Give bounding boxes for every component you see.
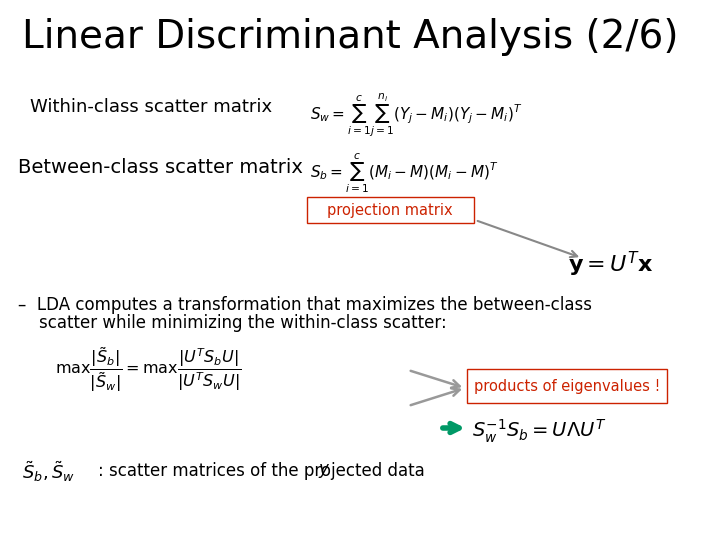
FancyBboxPatch shape (467, 369, 667, 403)
Text: $S_w = \sum_{i=1}^{c}\sum_{j=1}^{n_i}(Y_j - M_i)(Y_j - M_i)^T$: $S_w = \sum_{i=1}^{c}\sum_{j=1}^{n_i}(Y_… (310, 92, 523, 139)
Text: –  LDA computes a transformation that maximizes the between-class: – LDA computes a transformation that max… (18, 296, 592, 314)
Text: projection matrix: projection matrix (327, 202, 453, 218)
FancyBboxPatch shape (307, 197, 474, 223)
Text: $S_b = \sum_{i=1}^{c}(M_i - M)(M_i - M)^T$: $S_b = \sum_{i=1}^{c}(M_i - M)(M_i - M)^… (310, 152, 498, 195)
Text: $S_w^{-1}S_b = U\Lambda U^T$: $S_w^{-1}S_b = U\Lambda U^T$ (472, 418, 606, 446)
Text: Within-class scatter matrix: Within-class scatter matrix (30, 98, 272, 116)
Text: $\max\dfrac{|\tilde{S}_b|}{|\tilde{S}_w|} = \max\dfrac{|U^T S_b U|}{|U^T S_w U|}: $\max\dfrac{|\tilde{S}_b|}{|\tilde{S}_w|… (55, 345, 241, 394)
Text: $y$: $y$ (318, 462, 330, 480)
Text: Linear Discriminant Analysis (2/6): Linear Discriminant Analysis (2/6) (22, 18, 678, 56)
Text: Between-class scatter matrix: Between-class scatter matrix (18, 158, 303, 177)
Text: $\mathbf{y} = U^T\mathbf{x}$: $\mathbf{y} = U^T\mathbf{x}$ (568, 250, 654, 279)
Text: $\tilde{S}_b, \tilde{S}_w$: $\tilde{S}_b, \tilde{S}_w$ (22, 460, 76, 484)
Text: scatter while minimizing the within-class scatter:: scatter while minimizing the within-clas… (18, 314, 446, 332)
Text: : scatter matrices of the projected data: : scatter matrices of the projected data (98, 462, 430, 480)
Text: products of eigenvalues !: products of eigenvalues ! (474, 379, 660, 394)
